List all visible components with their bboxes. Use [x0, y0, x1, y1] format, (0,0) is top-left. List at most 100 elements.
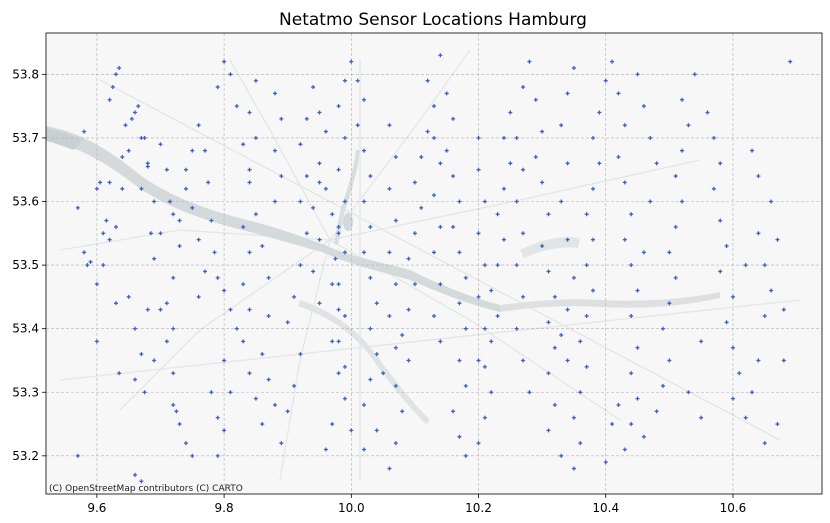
- sensor-marker: [374, 301, 379, 306]
- sensor-marker: [285, 409, 290, 414]
- y-tick-label: 53.2: [12, 449, 39, 463]
- sensor-marker: [540, 129, 545, 134]
- sensor-marker: [680, 148, 685, 153]
- sensor-marker: [349, 428, 354, 433]
- sensor-marker: [368, 377, 373, 382]
- sensor-marker: [387, 466, 392, 471]
- sensor-marker: [171, 371, 176, 376]
- sensor-marker: [667, 250, 672, 255]
- plot-frame: [45, 32, 823, 495]
- sensor-marker: [616, 402, 621, 407]
- sensor-marker: [253, 78, 258, 83]
- gridlines: [46, 33, 822, 494]
- sensor-marker: [654, 409, 659, 414]
- sensor-marker: [501, 135, 506, 140]
- sensor-marker: [330, 339, 335, 344]
- sensor-marker: [317, 237, 322, 242]
- sensor-marker: [393, 282, 398, 287]
- sensor-marker: [183, 441, 188, 446]
- sensor-marker: [311, 205, 316, 210]
- sensor-marker: [730, 345, 735, 350]
- sensor-marker: [527, 59, 532, 64]
- sensor-marker: [241, 339, 246, 344]
- sensor-marker: [196, 237, 201, 242]
- sensor-marker: [781, 307, 786, 312]
- sensor-marker: [438, 224, 443, 229]
- sensor-marker: [342, 396, 347, 401]
- sensor-marker: [110, 85, 115, 90]
- sensor-marker: [788, 59, 793, 64]
- sensor-marker: [183, 167, 188, 172]
- sensor-marker: [253, 135, 258, 140]
- sensor-marker: [629, 313, 634, 318]
- sensor-marker: [120, 154, 125, 159]
- sensor-marker: [120, 186, 125, 191]
- sensor-marker: [152, 199, 157, 204]
- sensor-marker: [680, 97, 685, 102]
- sensor-marker: [136, 104, 141, 109]
- sensor-marker: [692, 72, 697, 77]
- sensor-marker: [711, 186, 716, 191]
- sensor-marker: [635, 72, 640, 77]
- sensor-marker: [336, 371, 341, 376]
- sensor-marker: [362, 250, 367, 255]
- sensor-marker: [412, 180, 417, 185]
- sensor-marker: [495, 313, 500, 318]
- sensor-marker: [177, 244, 182, 249]
- sensor-marker: [438, 282, 443, 287]
- sensor-marker: [272, 199, 277, 204]
- sensor-marker: [168, 199, 173, 204]
- sensor-marker: [622, 237, 627, 242]
- sensor-marker: [584, 364, 589, 369]
- sensor-marker: [222, 288, 227, 293]
- sensor-marker: [457, 199, 462, 204]
- sensor-marker: [552, 294, 557, 299]
- sensor-marker: [304, 231, 309, 236]
- sensor-marker: [330, 282, 335, 287]
- sensor-marker: [279, 441, 284, 446]
- sensor-marker: [333, 256, 338, 261]
- plot-area: [45, 32, 823, 495]
- sensor-marker: [438, 161, 443, 166]
- sensor-marker: [234, 104, 239, 109]
- sensor-marker: [591, 288, 596, 293]
- sensor-marker: [253, 396, 258, 401]
- sensor-marker: [342, 78, 347, 83]
- sensor-marker: [247, 110, 252, 115]
- sensor-marker: [412, 282, 417, 287]
- sensor-marker: [117, 65, 122, 70]
- sensor-marker: [660, 383, 665, 388]
- sensor-marker: [591, 237, 596, 242]
- sensor-marker: [145, 307, 150, 312]
- elbe-estuary: [46, 128, 82, 150]
- sensor-marker: [718, 161, 723, 166]
- sensor-marker: [629, 422, 634, 427]
- sensor-marker: [349, 59, 354, 64]
- sensor-marker: [718, 269, 723, 274]
- sensor-marker: [610, 59, 615, 64]
- sensor-marker: [756, 358, 761, 363]
- sensor-marker: [482, 326, 487, 331]
- sensor-marker: [495, 212, 500, 217]
- sensor-marker: [756, 231, 761, 236]
- sensor-marker: [304, 116, 309, 121]
- sensor-marker: [298, 199, 303, 204]
- sensor-marker: [501, 237, 506, 242]
- sensor-marker: [546, 371, 551, 376]
- sensor-marker: [641, 250, 646, 255]
- sensor-marker: [107, 180, 112, 185]
- sensor-marker: [591, 186, 596, 191]
- sensor-marker: [546, 212, 551, 217]
- sensor-marker: [756, 174, 761, 179]
- alster-lake: [343, 213, 353, 231]
- sensor-marker: [215, 415, 220, 420]
- sensor-marker: [139, 352, 144, 357]
- sensor-marker: [743, 415, 748, 420]
- sensor-marker: [94, 186, 99, 191]
- road: [119, 239, 331, 411]
- sensor-marker: [228, 72, 233, 77]
- sensor-marker: [174, 409, 179, 414]
- sensor-marker: [432, 193, 436, 198]
- sensor-marker: [635, 345, 640, 350]
- sensor-marker: [762, 313, 767, 318]
